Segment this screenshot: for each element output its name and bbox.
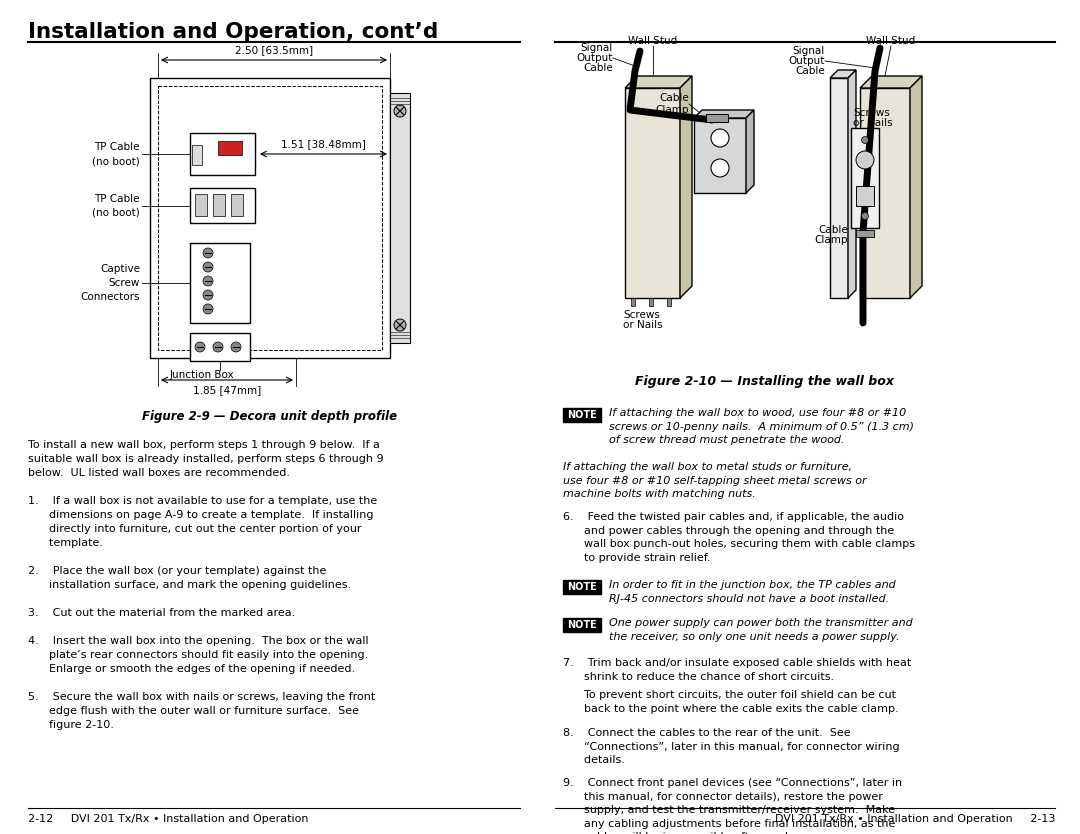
Bar [195, 194, 207, 216]
Bar [706, 114, 728, 122]
Text: Figure 2-10 — Installing the wall box: Figure 2-10 — Installing the wall box [635, 375, 894, 388]
Bar [625, 88, 680, 298]
Circle shape [203, 262, 213, 272]
Bar [649, 298, 653, 306]
Text: 8.    Connect the cables to the rear of the unit.  See
      “Connections”, late: 8. Connect the cables to the rear of the… [563, 728, 900, 766]
Text: To prevent short circuits, the outer foil shield can be cut
      back to the po: To prevent short circuits, the outer foi… [563, 690, 899, 714]
Bar [856, 230, 874, 237]
Text: Output: Output [577, 53, 613, 63]
Text: Screws: Screws [623, 310, 660, 320]
Text: Cable: Cable [659, 93, 689, 103]
Text: Signal: Signal [581, 43, 613, 53]
Text: 2.50 [63.5mm]: 2.50 [63.5mm] [235, 45, 313, 55]
Bar [563, 408, 600, 422]
Text: 7.    Trim back and/or insulate exposed cable shields with heat
      shrink to : 7. Trim back and/or insulate exposed cab… [563, 658, 912, 681]
Bar [150, 78, 390, 358]
Bar [190, 133, 255, 175]
Text: Clamp: Clamp [656, 105, 689, 115]
Text: or Nails: or Nails [853, 118, 893, 128]
Text: 1.85 [47mm]: 1.85 [47mm] [193, 385, 261, 395]
Text: NOTE: NOTE [567, 582, 597, 592]
Text: TP Cable: TP Cable [95, 193, 140, 203]
Text: If attaching the wall box to wood, use four #8 or #10
screws or 10-penny nails. : If attaching the wall box to wood, use f… [609, 408, 914, 445]
Bar [231, 194, 243, 216]
Bar [851, 128, 879, 228]
Text: NOTE: NOTE [567, 620, 597, 630]
Polygon shape [910, 76, 922, 298]
Bar [860, 88, 910, 298]
Bar [856, 186, 874, 206]
Polygon shape [831, 70, 856, 78]
Circle shape [856, 151, 874, 169]
Text: Wall Stud: Wall Stud [627, 36, 677, 46]
Bar [190, 188, 255, 223]
Text: Screws: Screws [853, 108, 890, 118]
Circle shape [862, 137, 868, 143]
Bar [158, 86, 382, 350]
Polygon shape [694, 110, 754, 118]
Bar [213, 194, 225, 216]
Circle shape [711, 129, 729, 147]
Bar [667, 298, 671, 306]
Circle shape [231, 342, 241, 352]
Circle shape [394, 319, 406, 331]
Text: In order to fit in the junction box, the TP cables and
RJ-45 connectors should n: In order to fit in the junction box, the… [609, 580, 895, 604]
Text: (no boot): (no boot) [92, 156, 140, 166]
Bar [631, 298, 635, 306]
Bar [190, 333, 249, 361]
Bar [190, 243, 249, 323]
Circle shape [203, 276, 213, 286]
Text: One power supply can power both the transmitter and
the receiver, so only one un: One power supply can power both the tran… [609, 618, 913, 641]
Text: Cable: Cable [795, 66, 825, 76]
Text: NOTE: NOTE [567, 410, 597, 420]
Text: 1.51 [38.48mm]: 1.51 [38.48mm] [281, 139, 366, 149]
Text: Screw: Screw [109, 278, 140, 288]
Text: 6.    Feed the twisted pair cables and, if applicable, the audio
      and power: 6. Feed the twisted pair cables and, if … [563, 512, 915, 563]
Text: Cable: Cable [583, 63, 613, 73]
Circle shape [195, 342, 205, 352]
Bar [831, 78, 848, 298]
Bar [563, 580, 600, 594]
Bar [390, 93, 410, 343]
Bar [218, 141, 242, 155]
Polygon shape [848, 70, 856, 298]
Circle shape [711, 159, 729, 177]
Text: TP Cable: TP Cable [95, 142, 140, 152]
Bar [694, 118, 746, 193]
Text: 9.    Connect front panel devices (see “Connections”, later in
      this manual: 9. Connect front panel devices (see “Con… [563, 778, 902, 834]
Text: Clamp: Clamp [814, 235, 848, 245]
Text: Wall Stud: Wall Stud [866, 36, 916, 46]
Circle shape [862, 213, 868, 219]
Text: Signal: Signal [793, 46, 825, 56]
Text: Installation and Operation, cont’d: Installation and Operation, cont’d [28, 22, 438, 42]
Polygon shape [746, 110, 754, 193]
Text: Captive: Captive [100, 264, 140, 274]
Circle shape [394, 105, 406, 117]
Text: To install a new wall box, perform steps 1 through 9 below.  If a
suitable wall : To install a new wall box, perform steps… [28, 440, 383, 730]
Text: 2-12     DVI 201 Tx/Rx • Installation and Operation: 2-12 DVI 201 Tx/Rx • Installation and Op… [28, 814, 309, 824]
Text: Figure 2-9 — Decora unit depth profile: Figure 2-9 — Decora unit depth profile [143, 410, 397, 423]
Polygon shape [680, 76, 692, 298]
Circle shape [203, 304, 213, 314]
Text: (no boot): (no boot) [92, 208, 140, 218]
Circle shape [213, 342, 222, 352]
Text: Connectors: Connectors [81, 292, 140, 302]
Bar [192, 145, 202, 165]
Bar [563, 618, 600, 632]
Polygon shape [625, 76, 692, 88]
Text: DVI 201 Tx/Rx • Installation and Operation     2-13: DVI 201 Tx/Rx • Installation and Operati… [774, 814, 1055, 824]
Text: If attaching the wall box to metal studs or furniture,
use four #8 or #10 self-t: If attaching the wall box to metal studs… [563, 462, 866, 500]
Circle shape [203, 248, 213, 258]
Text: Output: Output [788, 56, 825, 66]
Text: Cable: Cable [819, 225, 848, 235]
Text: Junction Box: Junction Box [170, 370, 234, 380]
Polygon shape [860, 76, 922, 88]
Circle shape [203, 290, 213, 300]
Text: or Nails: or Nails [623, 320, 663, 330]
